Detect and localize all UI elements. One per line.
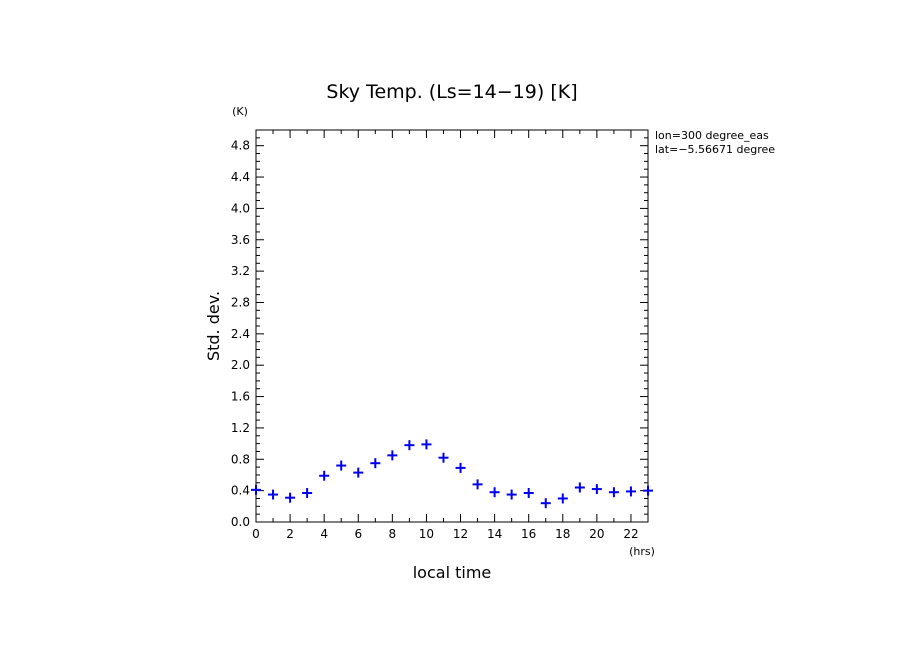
x-tick-label: 22 bbox=[623, 527, 638, 541]
y-tick-label: 0.4 bbox=[231, 484, 250, 498]
data-point bbox=[591, 484, 602, 495]
annotation-lat: lat=−5.56671 degree bbox=[655, 143, 775, 156]
data-point bbox=[336, 460, 347, 471]
y-tick-label: 4.0 bbox=[231, 201, 250, 215]
y-tick-label: 1.2 bbox=[231, 421, 250, 435]
y-tick-label: 1.6 bbox=[231, 390, 250, 404]
data-point bbox=[574, 482, 585, 493]
chart-title: Sky Temp. (Ls=14−19) [K] bbox=[326, 81, 577, 103]
data-point bbox=[472, 479, 483, 490]
data-point bbox=[285, 492, 296, 503]
y-axis-unit: (K) bbox=[232, 105, 248, 118]
data-point bbox=[540, 498, 551, 509]
data-point bbox=[302, 487, 313, 498]
data-point bbox=[404, 440, 415, 451]
y-tick-label: 2.8 bbox=[231, 295, 250, 309]
annotation-lon: lon=300 degree_eas bbox=[655, 129, 769, 142]
x-tick-label: 12 bbox=[453, 527, 468, 541]
data-point bbox=[251, 484, 261, 495]
data-point bbox=[625, 486, 636, 497]
data-point bbox=[506, 489, 517, 500]
data-point bbox=[523, 487, 534, 498]
x-tick-label: 4 bbox=[320, 527, 328, 541]
data-point bbox=[438, 452, 449, 463]
data-point bbox=[489, 487, 500, 498]
x-tick-label: 0 bbox=[252, 527, 260, 541]
x-tick-label: 20 bbox=[589, 527, 604, 541]
data-point bbox=[455, 462, 466, 473]
data-point bbox=[387, 450, 398, 461]
x-tick-label: 8 bbox=[389, 527, 397, 541]
plot-frame bbox=[255, 129, 649, 523]
data-points bbox=[251, 439, 653, 509]
x-tick-label: 2 bbox=[286, 527, 294, 541]
data-point bbox=[319, 470, 330, 481]
y-tick-label: 3.6 bbox=[231, 233, 250, 247]
data-point bbox=[353, 467, 364, 478]
data-point bbox=[643, 485, 653, 496]
y-tick-label: 4.4 bbox=[231, 170, 250, 184]
y-tick-label: 3.2 bbox=[231, 264, 250, 278]
data-point bbox=[268, 489, 279, 500]
data-point bbox=[370, 458, 381, 469]
y-axis-label: Std. dev. bbox=[204, 291, 223, 361]
x-tick-label: 10 bbox=[419, 527, 434, 541]
data-point bbox=[557, 493, 568, 504]
x-tick-label: 14 bbox=[487, 527, 502, 541]
x-axis-label: local time bbox=[413, 563, 492, 582]
x-tick-label: 6 bbox=[354, 527, 362, 541]
axis-ticks: 0 2 4 6 8 10 12 14 16 18 20 22 0.0 0.4 0.8 1.2 1.6 2.0 2.4… bbox=[231, 129, 649, 541]
data-point bbox=[608, 487, 619, 498]
y-tick-label: 4.8 bbox=[231, 139, 250, 153]
y-tick-label: 2.0 bbox=[231, 358, 250, 372]
x-tick-label: 18 bbox=[555, 527, 570, 541]
x-axis-unit: (hrs) bbox=[629, 545, 655, 558]
y-tick-label: 0.0 bbox=[231, 515, 250, 529]
y-tick-label: 2.4 bbox=[231, 327, 250, 341]
y-tick-label: 0.8 bbox=[231, 452, 250, 466]
data-point bbox=[421, 439, 432, 450]
x-tick-label: 16 bbox=[521, 527, 536, 541]
